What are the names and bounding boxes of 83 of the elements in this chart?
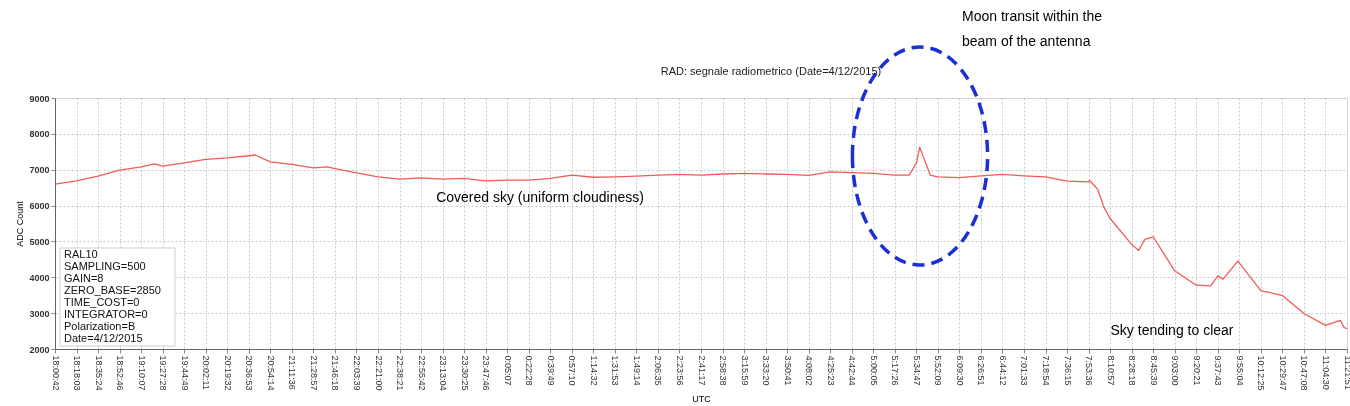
annotation: Polarization=B — [64, 320, 136, 332]
x-tick-label: 21:11:36 — [287, 355, 298, 390]
x-tick-label: 18:18:03 — [72, 355, 83, 391]
annotation: RAL10 — [64, 248, 98, 260]
x-tick-label: 20:19:32 — [222, 355, 233, 391]
x-tick-label: 7:53:36 — [1084, 355, 1095, 386]
x-tick-label: 18:00:42 — [50, 355, 61, 391]
x-tick-label: 4:25:23 — [825, 355, 836, 386]
x-tick-label: 7:36:15 — [1062, 355, 1073, 386]
x-tick-label: 5:17:26 — [890, 355, 901, 386]
x-tick-label: 23:30:25 — [459, 355, 470, 391]
x-tick-label: 1:14:32 — [588, 355, 599, 386]
x-tick-label: 0:39:49 — [545, 355, 556, 386]
y-tick-label: 9000 — [29, 93, 50, 104]
x-tick-label: 11:21:51 — [1342, 355, 1350, 390]
x-tick-label: 21:46:18 — [330, 355, 341, 391]
x-tick-label: 0:22:28 — [524, 355, 535, 386]
x-tick-label: 3:50:41 — [782, 355, 793, 386]
x-tick-label: 5:52:09 — [933, 355, 944, 386]
x-tick-label: 6:09:30 — [954, 355, 965, 386]
annotation: SAMPLING=500 — [64, 260, 146, 272]
x-tick-label: 8:45:39 — [1148, 355, 1159, 386]
y-tick-label: 4000 — [29, 272, 50, 283]
x-tick-label: 8:28:18 — [1127, 355, 1138, 386]
x-tick-label: 22:03:39 — [351, 355, 362, 391]
x-tick-label: 2:41:17 — [696, 355, 707, 386]
y-tick-label: 6000 — [29, 201, 50, 212]
x-tick-label: 1:31:53 — [610, 355, 621, 386]
x-tick-label: 4:42:44 — [847, 355, 858, 386]
x-tick-label: 23:47:46 — [481, 355, 492, 391]
y-tick-label: 8000 — [29, 129, 50, 140]
x-tick-label: 9:03:00 — [1170, 355, 1181, 386]
x-tick-label: 10:29:47 — [1277, 355, 1288, 391]
y-tick-label: 2000 — [29, 344, 50, 355]
x-tick-label: 19:27:28 — [158, 355, 169, 391]
text: Moon transit within the beam of the antenna — [962, 8, 1103, 49]
x-tick-label: 22:55:42 — [416, 355, 427, 391]
annotation: Sky tending to clear — [1110, 322, 1234, 338]
y-tick-label: 3000 — [29, 308, 50, 319]
x-tick-label: 4:08:02 — [804, 355, 815, 386]
x-tick-label: 6:44:12 — [997, 355, 1008, 386]
x-tick-label: 19:44:49 — [179, 355, 190, 391]
annotation: ZERO_BASE=2850 — [64, 284, 161, 296]
x-tick-label: 20:02:11 — [201, 355, 212, 390]
x-tick-label: 2:06:35 — [653, 355, 664, 386]
x-tick-label: 22:38:21 — [395, 355, 406, 391]
y-tick-label: 7000 — [29, 165, 50, 176]
x-tick-label: 9:20:21 — [1191, 355, 1202, 386]
x-tick-label: 3:33:20 — [761, 355, 772, 386]
x-tick-label: 20:36:53 — [244, 355, 255, 391]
y-axis-title: ADC Count — [15, 200, 26, 247]
x-tick-label: 0:05:07 — [502, 355, 513, 386]
x-tick-label: 2:58:38 — [718, 355, 729, 386]
x-tick-label: 0:57:10 — [567, 355, 578, 386]
x-tick-label: 8:10:57 — [1105, 355, 1116, 386]
annotation: TIME_COST=0 — [64, 296, 140, 308]
x-tick-label: 9:55:04 — [1234, 355, 1245, 386]
x-tick-label: 10:12:25 — [1256, 355, 1267, 391]
annotation: Covered sky (uniform cloudiness) — [436, 189, 644, 205]
x-tick-label: 3:15:59 — [739, 355, 750, 386]
annotation: INTEGRATOR=0 — [64, 308, 148, 320]
x-tick-label: 18:35:24 — [93, 355, 104, 391]
x-tick-label: 23:13:04 — [438, 355, 449, 391]
x-tick-label: 18:52:46 — [115, 355, 126, 391]
x-tick-label: 9:37:43 — [1213, 355, 1224, 386]
x-tick-label: 1:49:14 — [631, 355, 642, 386]
x-tick-label: 10:47:08 — [1299, 355, 1310, 391]
x-tick-label: 2:23:56 — [674, 355, 685, 386]
x-axis-title: UTC — [692, 393, 712, 404]
x-tick-label: 19:10:07 — [136, 355, 147, 391]
x-tick-label: 20:54:14 — [265, 355, 276, 391]
x-tick-label: 7:01:33 — [1019, 355, 1030, 386]
x-tick-label: 5:00:05 — [868, 355, 879, 386]
y-tick-label: 5000 — [29, 236, 50, 247]
x-tick-label: 11:04:30 — [1320, 355, 1331, 390]
x-tick-label: 6:26:51 — [976, 355, 987, 386]
x-tick-label: 5:34:47 — [911, 355, 922, 386]
x-tick-label: 7:18:54 — [1041, 355, 1052, 386]
x-tick-label: 21:28:57 — [308, 355, 319, 391]
chart-title: RAD: segnale radiometrico (Date=4/12/2015) — [660, 65, 882, 77]
x-tick-label: 22:21:00 — [373, 355, 384, 391]
annotation: Date=4/12/2015 — [64, 332, 143, 344]
annotation: GAIN=8 — [64, 272, 104, 284]
